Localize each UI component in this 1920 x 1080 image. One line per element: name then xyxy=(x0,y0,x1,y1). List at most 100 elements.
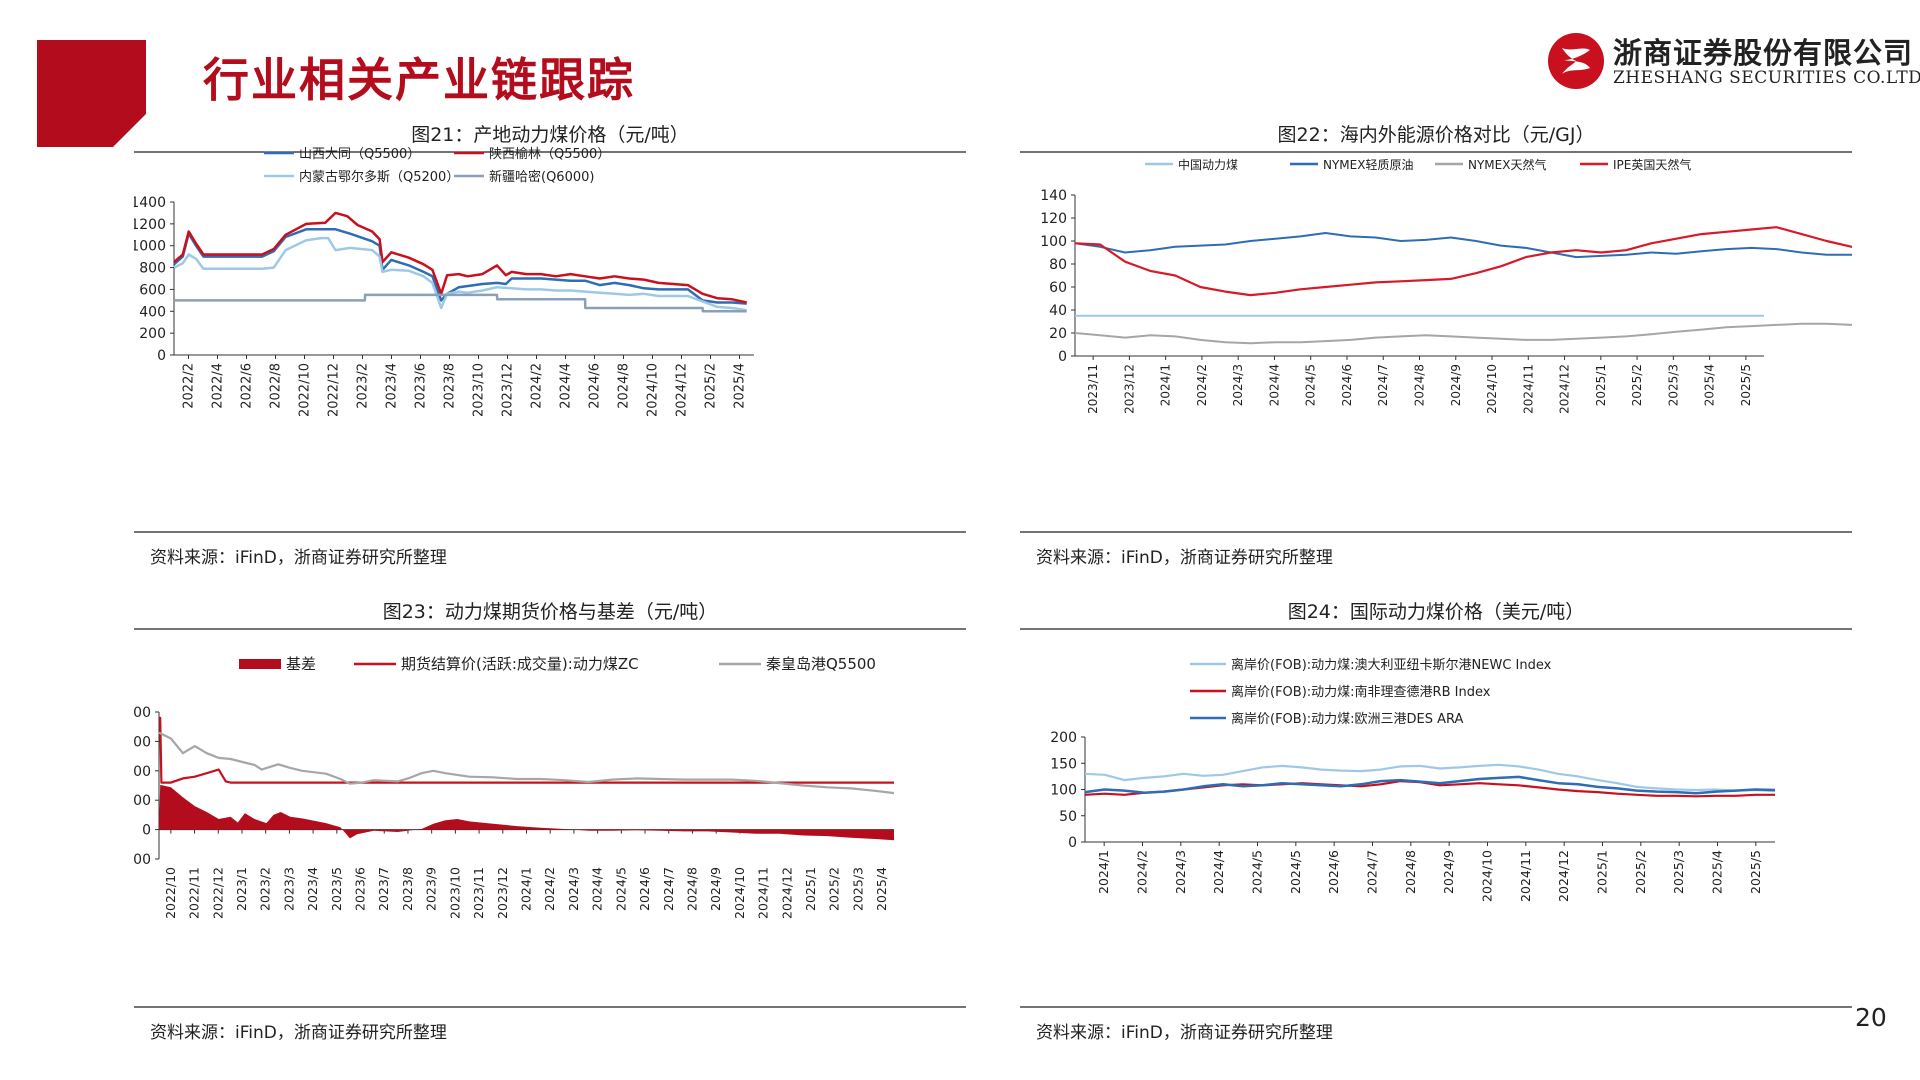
chart-23-y-tick-label: -500 xyxy=(134,852,151,868)
chart-21-series-1-legend-label: 陕西榆林（Q5500） xyxy=(489,147,610,162)
chart-24-x-tick-label: 2025/4 xyxy=(1710,850,1725,894)
chart-23-x-tick-label: 2024/11 xyxy=(756,867,771,919)
chart-24-x-tick-label: 2024/5 xyxy=(1250,850,1265,894)
chart-21-x-tick-label: 2024/6 xyxy=(588,363,603,409)
chart-23-x-tick-label: 2023/3 xyxy=(281,867,296,911)
chart-21-series-3-legend-label: 新疆哈密(Q6000) xyxy=(489,169,594,185)
chart-24-source: 资料来源：iFinD，浙商证券研究所整理 xyxy=(1036,1023,1333,1043)
chart-21-svg: 0 200 400 600 800 1000 1200 1400 2022/2 2022/4 202… xyxy=(134,147,966,533)
chart-23-x-tick-label: 2024/5 xyxy=(613,867,628,911)
chart-22-y-tick-label: 120 xyxy=(1040,211,1067,227)
chart-21-x-tick-label: 2023/8 xyxy=(443,363,458,409)
chart-22-x-tick-label: 2024/1 xyxy=(1159,364,1173,406)
header-red-block xyxy=(37,40,146,147)
chart-21-series-3-line xyxy=(174,293,747,313)
chart-22-series-2-legend-label: NYMEX天然气 xyxy=(1468,157,1546,172)
chart-21-series-0-legend-label: 山西大同（Q5500） xyxy=(299,147,420,162)
chart-23-x-tick-label: 2025/4 xyxy=(874,867,889,911)
chart-22-series-3-legend-label: IPE英国天然气 xyxy=(1613,157,1691,172)
chart-panel-22: 0 20 40 60 80 100 120 140 2023/11 2023/12 2024/1 20… xyxy=(1020,120,1852,600)
chart-23-x-tick-label: 2023/5 xyxy=(329,867,344,911)
chart-21-y-tick-label: 400 xyxy=(139,304,166,320)
chart-23-y-tick-label: 2000 xyxy=(134,705,151,721)
chart-21-x-tick-label: 2024/10 xyxy=(646,363,661,417)
chart-23-y-tick-label: 0 xyxy=(142,823,151,839)
chart-22-x-tick-label: 2025/2 xyxy=(1630,364,1644,406)
chart-23-svg: -500 0 500 1000 1500 2000 2022/10 2022/11 2022/1… xyxy=(134,628,966,1008)
chart-22-title: 图22：海内外能源价格对比（元/GJ） xyxy=(1277,124,1595,146)
chart-24-x-tick-label: 2024/8 xyxy=(1403,850,1418,894)
chart-24-x-tick-label: 2024/4 xyxy=(1211,850,1226,894)
chart-24-x-tick-label: 2024/6 xyxy=(1326,850,1341,894)
chart-23-x-tick-label: 2024/1 xyxy=(519,867,534,911)
chart-21-x-tick-label: 2024/12 xyxy=(675,363,690,417)
chart-panel-24: 0 50 100 150 200 2024/1 2024/2 2024/3 2024/4 2024… xyxy=(1020,597,1852,1077)
chart-22-series-0-legend-label: 中国动力煤 xyxy=(1178,157,1238,172)
chart-23-x-tick-label: 2023/8 xyxy=(400,867,415,911)
chart-23-series-0-legend-label: 基差 xyxy=(286,655,316,673)
chart-panel-21: 0 200 400 600 800 1000 1200 1400 2022/2 2022/4 202… xyxy=(134,120,966,600)
chart-23-x-tick-label: 2024/8 xyxy=(684,867,699,911)
chart-21-title: 图21：产地动力煤价格（元/吨） xyxy=(411,124,689,146)
chart-23-series-0-legend-swatch xyxy=(239,659,281,669)
chart-22-y-tick-label: 0 xyxy=(1058,349,1067,365)
chart-21-x-tick-label: 2022/2 xyxy=(182,363,197,409)
logo-emblem-icon xyxy=(1548,33,1604,89)
chart-21-y-tick-label: 200 xyxy=(139,326,166,342)
chart-23-title: 图23：动力煤期货价格与基差（元/吨） xyxy=(382,601,718,623)
chart-21-series-1-line xyxy=(173,211,747,304)
chart-21-x-tick-label: 2025/2 xyxy=(704,363,719,409)
chart-22-y-tick-label: 20 xyxy=(1049,326,1067,342)
chart-24-y-tick-label: 200 xyxy=(1050,730,1077,746)
chart-24-y-tick-label: 150 xyxy=(1050,756,1077,772)
chart-21-series-2-legend-label: 内蒙古鄂尔多斯（Q5200） xyxy=(299,169,459,185)
chart-24-x-tick-label: 2025/2 xyxy=(1633,850,1648,894)
chart-23-x-tick-label: 2024/4 xyxy=(590,867,605,911)
chart-24-x-tick-label: 2025/1 xyxy=(1595,850,1610,894)
chart-23-x-tick-label: 2023/7 xyxy=(376,867,391,911)
chart-22-x-tick-label: 2025/1 xyxy=(1594,364,1608,406)
chart-24-x-tick-label: 2025/5 xyxy=(1748,850,1763,894)
chart-23-x-tick-label: 2023/2 xyxy=(258,867,273,911)
logo-company-name-en: ZHESHANG SECURITIES CO.LTD xyxy=(1613,68,1920,88)
chart-22-series-1-legend-label: NYMEX轻质原油 xyxy=(1323,158,1413,172)
chart-22-y-tick-label: 60 xyxy=(1049,280,1067,296)
chart-23-x-tick-label: 2022/10 xyxy=(163,867,178,919)
chart-22-x-tick-label: 2024/11 xyxy=(1521,364,1535,414)
chart-22-x-tick-label: 2024/7 xyxy=(1376,364,1390,406)
chart-24-y-tick-label: 100 xyxy=(1050,783,1077,799)
chart-23-x-tick-label: 2024/9 xyxy=(708,867,723,911)
chart-21-x-tick-label: 2024/8 xyxy=(617,363,632,409)
chart-22-svg: 0 20 40 60 80 100 120 140 2023/11 2023/12 2024/1 20… xyxy=(1020,151,1852,533)
chart-21-y-tick-label: 0 xyxy=(157,348,166,364)
chart-23-x-tick-label: 2024/2 xyxy=(542,867,557,911)
page-number: 20 xyxy=(1855,1003,1887,1032)
chart-24-series-0-line xyxy=(1084,763,1776,793)
chart-23-series-2-line xyxy=(158,731,895,795)
chart-22-x-tick-label: 2025/3 xyxy=(1666,364,1680,406)
chart-22-x-tick-label: 2024/9 xyxy=(1449,364,1463,406)
chart-23-series-0-area xyxy=(159,784,894,841)
chart-23-x-tick-label: 2024/6 xyxy=(637,867,652,911)
chart-21-y-tick-label: 600 xyxy=(139,282,166,298)
chart-22-series-2-line xyxy=(1074,322,1852,345)
chart-21-x-tick-label: 2022/6 xyxy=(240,363,255,409)
chart-21-x-tick-label: 2023/12 xyxy=(501,363,516,417)
page-title: 行业相关产业链跟踪 xyxy=(203,53,635,107)
chart-23-y-tick-label: 1500 xyxy=(134,734,151,750)
chart-23-x-tick-label: 2023/6 xyxy=(353,867,368,911)
chart-21-y-tick-label: 1400 xyxy=(134,195,166,211)
chart-23-series-1-line xyxy=(159,716,894,784)
chart-22-x-tick-label: 2024/5 xyxy=(1304,364,1318,406)
chart-21-x-tick-label: 2023/4 xyxy=(385,363,400,409)
chart-24-x-tick-label: 2024/9 xyxy=(1441,850,1456,894)
chart-24-x-tick-label: 2024/3 xyxy=(1173,850,1188,894)
chart-22-x-tick-label: 2023/11 xyxy=(1086,364,1100,414)
chart-21-series-2-line xyxy=(173,236,747,312)
chart-22-y-tick-label: 100 xyxy=(1040,234,1067,250)
chart-23-x-tick-label: 2025/1 xyxy=(803,867,818,911)
chart-23-series-1-legend-label: 期货结算价(活跃:成交量):动力煤ZC xyxy=(401,655,639,673)
chart-22-x-tick-label: 2025/4 xyxy=(1703,364,1717,406)
chart-23-x-tick-label: 2023/1 xyxy=(234,867,249,911)
chart-22-series-3-line xyxy=(1074,226,1852,297)
